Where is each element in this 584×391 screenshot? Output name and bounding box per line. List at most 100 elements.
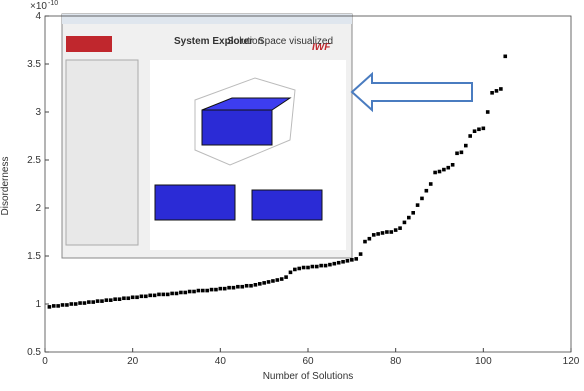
point: [122, 296, 126, 300]
point: [385, 230, 389, 234]
point: [407, 216, 411, 220]
point: [394, 228, 398, 232]
point: [192, 290, 196, 294]
point: [183, 291, 187, 295]
point: [429, 182, 433, 186]
y-tick-label: 2: [35, 203, 41, 214]
point: [503, 55, 507, 59]
point: [455, 151, 459, 155]
inset-box: [202, 110, 272, 145]
point: [74, 302, 78, 306]
point: [109, 298, 113, 302]
point: [254, 283, 258, 287]
point: [262, 281, 266, 285]
point: [433, 171, 437, 175]
point: [214, 288, 218, 292]
point: [61, 303, 65, 307]
chart: System Explorer IWF Solution Space visua…: [0, 0, 584, 386]
arrow: [352, 74, 472, 110]
point: [175, 292, 179, 296]
point: [442, 168, 446, 172]
x-axis-label: Number of Solutions: [263, 371, 354, 382]
point: [223, 287, 227, 291]
point: [188, 290, 192, 294]
point: [276, 278, 280, 282]
point: [135, 295, 139, 299]
point: [78, 301, 82, 305]
point: [153, 294, 157, 298]
point: [297, 267, 301, 271]
point: [271, 279, 275, 283]
point: [284, 275, 288, 279]
point: [315, 265, 319, 269]
point: [359, 252, 363, 256]
point: [398, 226, 402, 230]
y-tick-label: 1: [35, 299, 41, 310]
point: [170, 292, 174, 296]
inset-plot-area: [150, 60, 346, 250]
point: [372, 233, 376, 237]
point: [381, 231, 385, 235]
y-tick-label: 2.5: [27, 155, 41, 166]
point: [490, 91, 494, 95]
y-tick-label: 3: [35, 107, 41, 118]
point: [157, 293, 161, 297]
point: [280, 277, 284, 281]
point: [376, 232, 380, 236]
point: [100, 299, 104, 303]
point: [289, 271, 293, 275]
point: [201, 289, 205, 293]
point: [267, 280, 271, 284]
x-tick-label: 40: [215, 356, 227, 367]
point: [148, 294, 152, 298]
point: [87, 300, 91, 304]
point: [162, 293, 166, 297]
point: [337, 261, 341, 265]
point: [258, 282, 262, 286]
point: [113, 297, 117, 301]
point: [293, 268, 297, 272]
inset-sidebar: [66, 60, 138, 245]
point: [144, 295, 148, 299]
point: [486, 110, 490, 114]
point: [96, 299, 100, 303]
x-tick-label: 120: [563, 356, 580, 367]
y-exponent-power: -10: [48, 0, 58, 7]
point: [140, 295, 144, 299]
point: [416, 203, 420, 207]
point: [451, 163, 455, 167]
point: [166, 293, 170, 297]
point: [482, 127, 486, 131]
point: [52, 304, 56, 308]
point: [473, 129, 477, 133]
point: [411, 211, 415, 215]
point: [403, 221, 407, 225]
y-tick-label: 3.5: [27, 59, 41, 70]
x-tick-label: 80: [390, 356, 402, 367]
point: [131, 295, 135, 299]
y-tick-label: 0.5: [27, 347, 41, 358]
point: [464, 144, 468, 148]
inset-titlebar: [62, 14, 352, 24]
y-axis-label: Disorderness: [0, 157, 11, 216]
point: [350, 258, 354, 262]
point: [460, 151, 464, 155]
point: [205, 289, 209, 293]
x-tick-label: 100: [475, 356, 492, 367]
x-tick-label: 60: [302, 356, 314, 367]
inset-box: [155, 185, 235, 220]
point: [227, 286, 231, 290]
x-tick-label: 20: [127, 356, 139, 367]
point: [245, 284, 249, 288]
point: [65, 303, 69, 307]
point: [302, 266, 306, 270]
point: [328, 263, 332, 267]
inset-logo-left: [66, 36, 112, 52]
point: [499, 87, 503, 91]
point: [420, 197, 424, 201]
point: [319, 264, 323, 268]
point: [425, 189, 429, 193]
point: [236, 285, 240, 289]
point: [126, 296, 130, 300]
inset-window: System Explorer IWF Solution Space visua…: [62, 14, 352, 258]
